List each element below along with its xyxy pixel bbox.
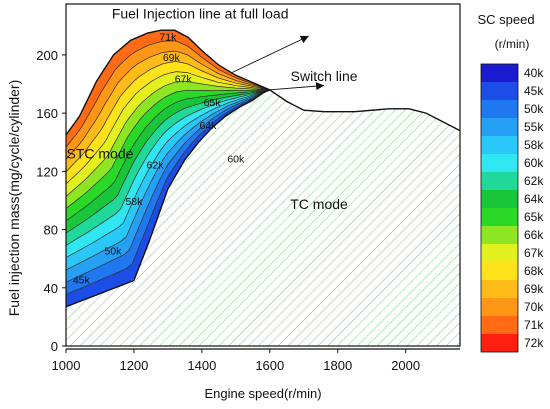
legend-swatch [481, 190, 518, 208]
contour-line [66, 89, 270, 271]
legend-swatch [481, 100, 518, 118]
contour-label: 64k [200, 120, 218, 132]
contour-label: 69k [163, 52, 181, 64]
legend-label: 68k [524, 264, 544, 278]
x-tick-label: 1800 [323, 358, 352, 373]
legend-label: 72k [524, 336, 544, 350]
annotation-label: STC mode [67, 145, 134, 161]
contour-line [66, 89, 270, 283]
contour-line [66, 81, 270, 197]
annotation-label: Switch line [291, 68, 358, 84]
contour-line [66, 89, 270, 295]
legend-swatch [481, 154, 518, 172]
y-tick-label: 80 [44, 223, 58, 238]
legend-swatch [481, 172, 518, 190]
contour-line [66, 40, 270, 148]
annotation-arrow [269, 85, 325, 91]
plot-area: 71k 69k 67k 65k 64k 62k 60k 58k 50k 45k [66, 29, 460, 346]
legend-label: 60k [524, 156, 544, 170]
legend-label: 58k [524, 138, 544, 152]
legend-label: 66k [524, 228, 544, 242]
contour-label: 67k [175, 74, 193, 86]
legend-swatch [481, 334, 518, 352]
legend-swatch [481, 118, 518, 136]
annotation-arrowhead [299, 35, 309, 44]
full-load-line [66, 89, 460, 308]
legend-label: 55k [524, 120, 544, 134]
legend-label: 40k [524, 66, 544, 80]
legend-label: 50k [524, 102, 544, 116]
contour-label: 60k [227, 154, 245, 166]
y-axis-ticks: 0 40 80 120 160 200 [36, 48, 66, 354]
legend-label: 70k [524, 300, 544, 314]
legend-swatch [481, 208, 518, 226]
x-tick-label: 1600 [255, 358, 284, 373]
annotation-label: TC mode [290, 196, 348, 212]
legend-frame [480, 63, 519, 353]
contour-label: 58k [125, 196, 143, 208]
contour-line [66, 89, 270, 258]
contour-line [66, 89, 270, 209]
stc-upper-boundary [66, 29, 271, 136]
annotations: Fuel Injection line at full load Switch l… [67, 6, 358, 213]
y-tick-label: 160 [36, 106, 58, 121]
legend-label: 67k [524, 246, 544, 260]
legend-swatch [481, 226, 518, 244]
y-tick-label: 0 [51, 339, 58, 354]
legend-swatch [481, 244, 518, 262]
x-tick-label: 2000 [391, 358, 420, 373]
annotation-arrow [232, 35, 310, 73]
contour-label: 71k [159, 31, 177, 43]
legend-unit: (r/min) [495, 37, 530, 51]
contour-line [66, 71, 270, 185]
contour-line [66, 61, 270, 173]
legend-swatch [481, 82, 518, 100]
annotation-label: Fuel Injection line at full load [112, 6, 289, 22]
legend: SC speed (r/min) 40k 45k 50k 55k 58k 60k 62k 64… [477, 12, 544, 353]
legend-swatch [481, 262, 518, 280]
y-axis-label: Fuel injection mass(mg/cycle/cylinder) [6, 80, 22, 317]
legend-label: 69k [524, 282, 544, 296]
legend-swatch [481, 316, 518, 334]
y-tick-label: 200 [36, 48, 58, 63]
x-tick-label: 1000 [52, 358, 81, 373]
x-axis-label: Engine speed(r/min) [204, 386, 321, 401]
legend-label: 45k [524, 84, 544, 98]
legend-swatch [481, 136, 518, 154]
annotation-arrowhead [315, 82, 325, 91]
y-tick-label: 120 [36, 164, 58, 179]
legend-swatch [481, 64, 518, 82]
x-tick-label: 1200 [119, 358, 148, 373]
contour-line [66, 89, 270, 234]
plot-frame [65, 3, 461, 347]
legend-swatch [481, 298, 518, 316]
contour-label: 65k [204, 97, 222, 109]
legend-label: 65k [524, 210, 544, 224]
legend-title: SC speed [477, 12, 534, 27]
contour-label: 50k [104, 245, 122, 257]
x-axis-ticks: 1000 1200 1400 1600 1800 2000 [52, 349, 420, 373]
contour-label: 62k [147, 159, 165, 171]
contour-line [66, 89, 270, 246]
tc-mode-region [66, 89, 460, 346]
x-tick-label: 1400 [187, 358, 216, 373]
legend-label: 62k [524, 174, 544, 188]
y-tick-label: 40 [44, 281, 58, 296]
contour-line [66, 89, 270, 222]
contour-label: 45k [73, 274, 91, 286]
contour-line [66, 50, 270, 160]
legend-label: 71k [524, 318, 544, 332]
legend-label: 64k [524, 192, 544, 206]
legend-swatch [481, 280, 518, 298]
